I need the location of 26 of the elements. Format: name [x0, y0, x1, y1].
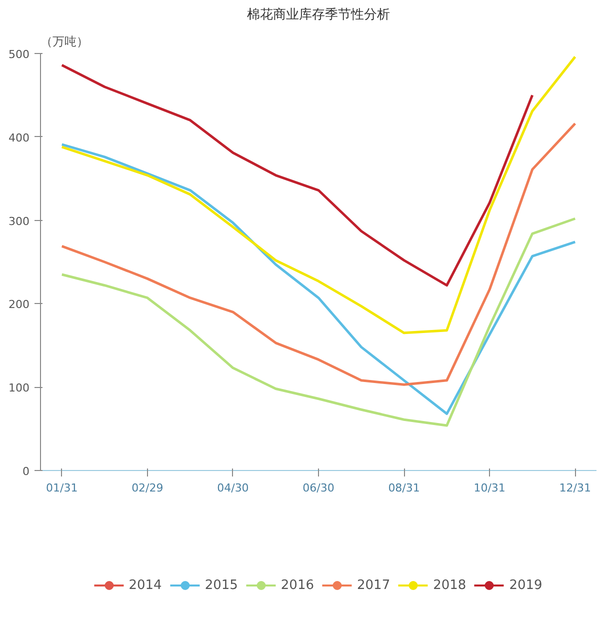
line-series: [60, 122, 576, 386]
legend-label: 2019: [509, 578, 542, 592]
x-tick-label: 02/29: [132, 482, 164, 494]
x-tick-label: 01/31: [46, 482, 78, 494]
y-tick-label: 500: [8, 48, 30, 61]
x-tick-label: 04/30: [217, 482, 249, 494]
y-tick-label: 0: [22, 465, 30, 478]
x-tick-label: 08/31: [388, 482, 420, 494]
line-series: [60, 56, 576, 334]
line-series: [60, 143, 576, 416]
x-tick-label: 06/30: [302, 482, 334, 494]
legend-label: 2015: [204, 578, 238, 592]
chart-title: 棉花商业库存季节性分析: [247, 8, 390, 22]
y-tick-label: 300: [8, 214, 30, 228]
y-tick-label: 400: [8, 131, 30, 144]
y-tick-label: 100: [8, 382, 30, 395]
x-tick-label: 10/31: [474, 482, 506, 494]
y-tick-label: 200: [8, 298, 30, 312]
line-series: [60, 217, 576, 427]
line-series: [60, 64, 534, 287]
legend-label: 2018: [433, 578, 466, 592]
legend-label: 2017: [357, 578, 390, 592]
legend-label: 2016: [280, 578, 314, 592]
y-axis-title: （万吨）: [40, 34, 88, 48]
legend-label: 2014: [128, 578, 162, 592]
x-tick-label: 12/31: [559, 482, 591, 494]
